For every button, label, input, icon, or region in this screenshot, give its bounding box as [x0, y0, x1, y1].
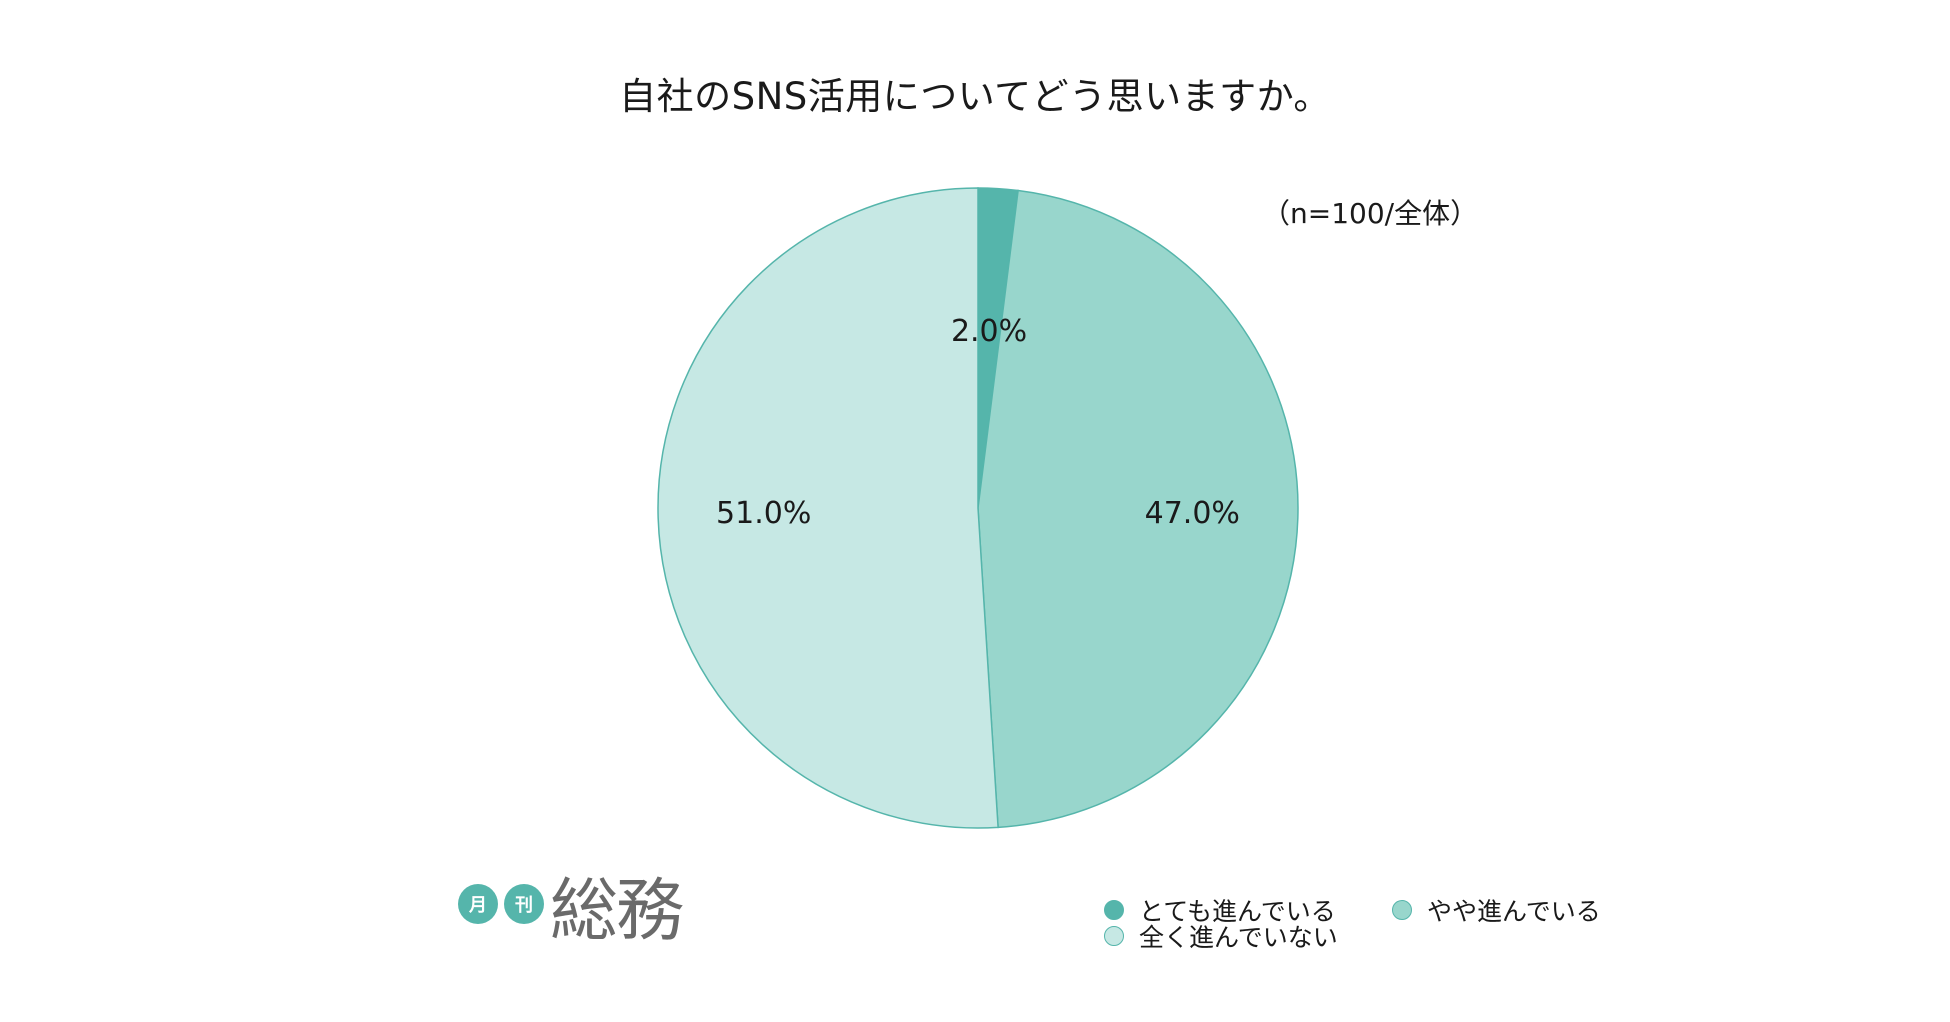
slice-label-very-advanced: 2.0%	[951, 314, 1027, 349]
legend-item-somewhat-advanced: やや進んでいる	[1392, 892, 1601, 928]
pie-slices	[657, 187, 1299, 829]
legend-label-very-advanced: とても進んでいる	[1139, 897, 1336, 926]
slice-label-somewhat-advanced: 47.0%	[1145, 496, 1240, 531]
legend-swatch-somewhat-advanced	[1392, 900, 1412, 920]
legend-swatch-not-advanced	[1104, 926, 1124, 946]
legend-item-very-advanced: とても進んでいる	[1104, 892, 1336, 928]
legend-item-not-advanced: 全く進んでいない	[1104, 918, 1338, 954]
pie-labels: 2.0% 47.0% 51.0%	[716, 314, 1240, 531]
logo-badge-month: 月	[458, 884, 498, 924]
pie-slice-somewhat-advanced	[977, 189, 1299, 829]
legend-label-not-advanced: 全く進んでいない	[1139, 923, 1338, 952]
slice-label-not-advanced: 51.0%	[716, 496, 811, 531]
sample-size-note: （n=100/全体）	[1262, 197, 1479, 230]
publisher-logo: 月 刊 総務	[458, 872, 688, 960]
logo-badge-issue: 刊	[504, 884, 544, 924]
pie-slice-not-advanced	[657, 187, 999, 829]
chart-title: 自社のSNS活用についてどう思いますか。	[619, 75, 1331, 118]
logo-wordmark: 総務	[550, 872, 684, 951]
legend-swatch-very-advanced	[1104, 900, 1124, 920]
legend-label-somewhat-advanced: やや進んでいる	[1427, 897, 1601, 926]
